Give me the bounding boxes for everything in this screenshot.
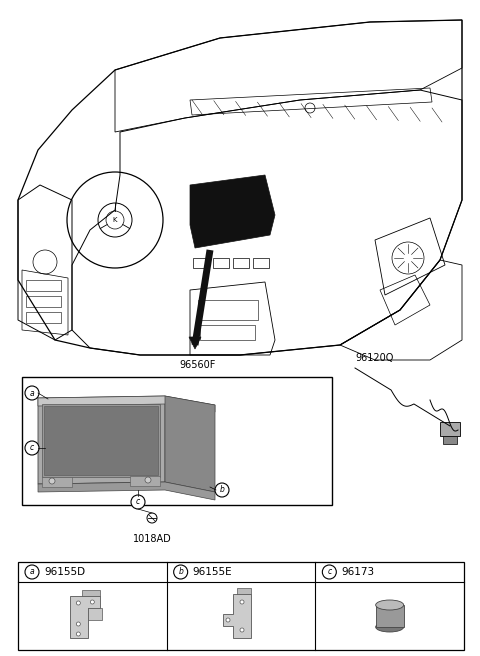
Polygon shape <box>237 588 251 594</box>
Bar <box>26 280 61 291</box>
Circle shape <box>25 386 39 400</box>
Text: a: a <box>30 388 34 398</box>
Text: 96173: 96173 <box>341 567 374 577</box>
Polygon shape <box>165 396 215 492</box>
Circle shape <box>25 565 39 579</box>
Bar <box>26 312 61 323</box>
Text: c: c <box>327 567 332 577</box>
Text: 96155E: 96155E <box>192 567 232 577</box>
Circle shape <box>174 565 188 579</box>
Circle shape <box>90 600 95 604</box>
Text: b: b <box>219 485 225 495</box>
Ellipse shape <box>376 600 404 610</box>
Circle shape <box>131 495 145 509</box>
Bar <box>213 258 229 268</box>
Text: 1018AD: 1018AD <box>132 534 171 544</box>
Bar <box>26 296 61 307</box>
Circle shape <box>240 628 244 632</box>
Text: 96560F: 96560F <box>180 360 216 370</box>
Bar <box>443 436 457 444</box>
Text: a: a <box>30 567 34 577</box>
Circle shape <box>76 601 80 605</box>
Text: c: c <box>136 497 140 506</box>
Bar <box>22 377 332 505</box>
Bar <box>233 258 249 268</box>
Bar <box>376 605 404 627</box>
Circle shape <box>323 565 336 579</box>
Circle shape <box>215 483 229 497</box>
Polygon shape <box>190 175 275 248</box>
Polygon shape <box>189 337 201 349</box>
Polygon shape <box>88 608 102 620</box>
Circle shape <box>25 441 39 455</box>
Bar <box>44 406 158 475</box>
Bar <box>42 404 160 477</box>
Bar <box>18 562 464 650</box>
Polygon shape <box>38 482 215 500</box>
Circle shape <box>76 622 80 626</box>
Ellipse shape <box>376 622 404 632</box>
Polygon shape <box>223 594 251 638</box>
Polygon shape <box>38 396 165 484</box>
Bar <box>130 476 160 486</box>
Circle shape <box>145 477 151 483</box>
Text: c: c <box>30 443 34 453</box>
Bar <box>200 325 255 340</box>
Bar <box>42 477 72 487</box>
Text: 96155D: 96155D <box>44 567 85 577</box>
Bar <box>193 258 209 268</box>
Text: 96120Q: 96120Q <box>355 353 394 363</box>
Circle shape <box>226 618 230 622</box>
Text: b: b <box>178 567 183 577</box>
Polygon shape <box>38 396 215 412</box>
Bar <box>198 300 258 320</box>
Circle shape <box>240 600 244 604</box>
Circle shape <box>76 632 80 636</box>
Text: K: K <box>113 217 117 223</box>
Bar <box>440 422 460 436</box>
Circle shape <box>49 478 55 484</box>
Polygon shape <box>71 596 100 638</box>
Bar <box>253 258 269 268</box>
Polygon shape <box>83 590 100 596</box>
